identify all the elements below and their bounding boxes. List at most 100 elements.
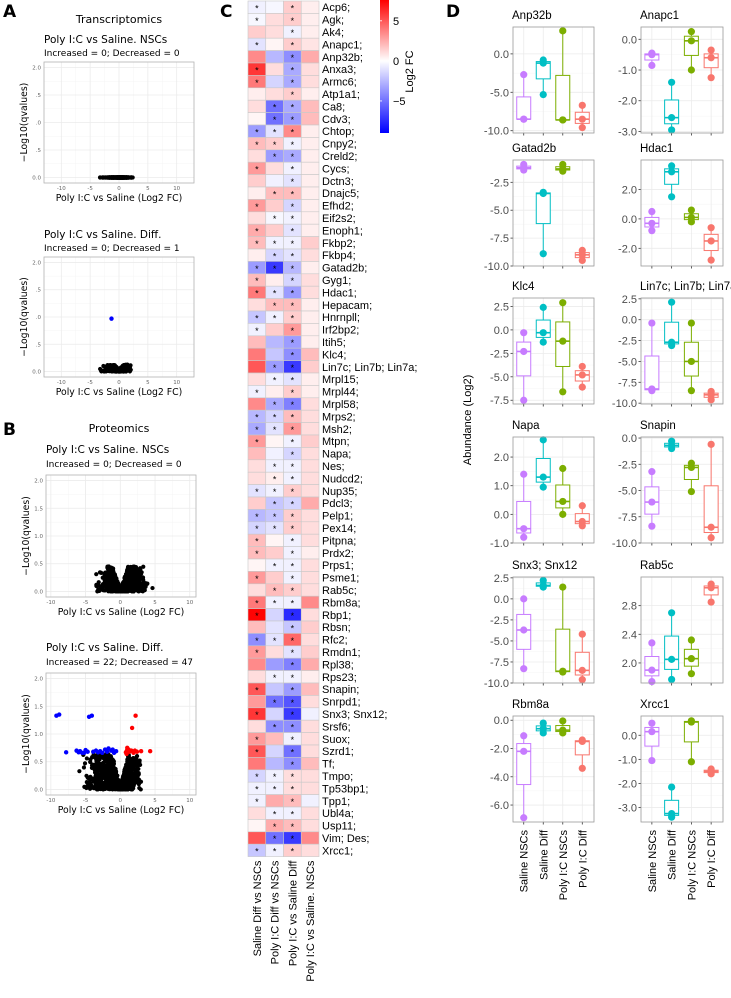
significance-star: * [291,227,295,237]
data-point [648,227,656,235]
heatmap-cell [247,397,267,411]
data-point [539,719,547,727]
data-point [140,589,145,594]
plot-border [512,297,595,405]
data-point [94,782,99,788]
heatmap-row: * * Ubl4a; [247,806,354,820]
gene-label: Rab5c; [322,585,357,597]
significance-star: * [291,611,295,621]
data-point [112,773,117,778]
y-tick-label: 2.0 [32,260,41,266]
gene-label: Enoph1; [322,225,363,237]
heatmap-cell [247,112,267,126]
gene-label: Efhd2; [322,201,354,213]
significance-star: * [255,165,259,175]
data-point [707,46,715,54]
data-point [559,668,567,676]
data-point [120,778,125,783]
y-tick-label: 2.0 [494,452,509,464]
gene-label: Nudcd2; [322,473,363,485]
boxplot-title: Anp32b [512,10,552,22]
x-tick-label: Poly I:C NSCs [558,830,570,901]
y-tick-label: 0.0 [494,594,509,606]
significance-star: * [291,202,295,212]
data-point [135,778,141,783]
significance-star: * [255,264,259,274]
gene-label: Anp32b; [322,52,363,64]
data-point [707,224,715,232]
significance-star: * [273,599,277,609]
boxplots: Anp32b0.0-5.0-10.0Anapc10.0-1.0-2.0-3.0G… [462,10,731,900]
significance-star: * [255,685,259,695]
data-point [687,387,695,395]
y-tick-label: 2.5 [622,294,637,306]
y-tick-label: -1.0 [618,65,637,77]
heatmap-cell [265,37,284,51]
y-tick-label: -5.0 [490,205,509,217]
data-point [648,387,656,395]
y-tick-label: 0.0 [494,509,509,521]
heatmap-cell [247,459,267,473]
boxplot-hdac1: Hdac1 2.0 0.0 -2.0 [618,143,724,269]
heatmap-cell [300,546,320,560]
x-tick-label: -10 [46,600,55,606]
significance-star: * [291,561,295,571]
data-point [88,774,93,779]
plot-border [640,297,724,405]
heatmap-cell [247,558,267,572]
significance-star: * [273,239,277,249]
volcano-b2: Poly I:C vs Saline. Diff. Increased = 22;… [21,642,197,816]
significance-star: * [273,524,277,534]
significance-star: * [255,785,259,795]
y-tick-label: -5.0 [490,636,509,648]
significance-star: * [291,214,295,224]
heatmap-cell [300,843,320,857]
box [516,341,532,377]
data-point [108,582,113,587]
data-point [113,588,119,593]
gene-label: Tf; [322,759,335,771]
gene-label: Chtop; [322,126,354,138]
y-tick-label: -10.0 [612,398,637,410]
gene-label: Hepacam; [322,300,372,312]
data-point [687,206,695,214]
heatmap-cell [300,261,320,275]
heatmap-row: * * Prps1; [247,558,354,572]
significance-star: * [273,462,277,472]
box [644,656,660,677]
heatmap-cell [265,323,284,337]
data-point [129,776,134,782]
colorbar-tick-label: 0 [393,56,399,68]
data-point-increased [129,725,135,731]
boxplot-title: Xrcc1 [640,699,669,711]
significance-star: * [291,834,295,844]
significance-star: * [255,326,259,336]
data-point [707,598,715,606]
data-point [559,583,567,591]
heatmap-cell [265,757,284,771]
significance-star: * [273,834,277,844]
heatmap-row: * * * Rbm8a; [247,595,361,609]
data-point [126,578,131,583]
gene-label: Cdv3; [322,114,351,126]
y-tick-label: 0.0 [494,325,509,337]
y-tick-label: .5 [36,342,42,348]
significance-star: * [291,499,295,509]
data-point [130,575,136,580]
y-tick-label: 0.0 [622,730,637,742]
data-point [124,762,129,767]
y-tick-label: 0.0 [32,176,41,182]
plot-subtitle: Increased = 0; Decreased = 0 [46,460,182,470]
data-point [123,362,128,367]
x-axis-label: Poly I:C vs Saline (Log2 FC) [56,387,183,398]
data-point-increased [138,748,144,754]
data-point [668,609,676,617]
heatmap-cell [300,285,320,299]
gene-label: Cycs; [322,163,350,175]
heatmap-row: * * * Hnrnpll; [247,310,360,324]
y-tick-label: -2.5 [618,459,637,471]
data-point [90,755,95,760]
heatmap-cell [247,347,267,361]
significance-star: * [273,809,277,819]
gene-label: Pitpna; [322,535,356,547]
